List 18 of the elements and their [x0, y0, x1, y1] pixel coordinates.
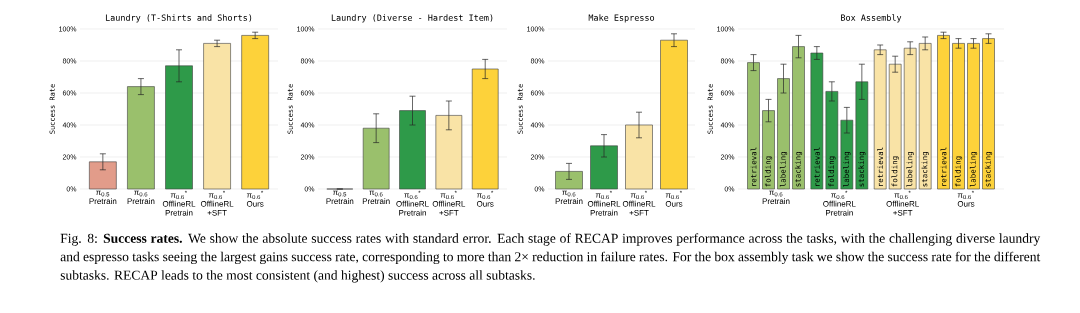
bar [590, 145, 618, 190]
bar [625, 124, 653, 190]
bar [241, 35, 269, 190]
caption: Fig. 8: Success rates. We show the absolute success rates with standard error. Each stage of RECAP improves performance across the tasks, with the challenging diverse laundry and espresso tasks seeing the largest gains success rate, corresponding to more than 2× reduction in failure rates. For the box assembly task we show the success rate for the different subtasks. RECAP leads to the most consistent (and highest) success across all subtasks. [60, 233, 1041, 283]
chart-title: Make Espresso [588, 14, 655, 23]
chart-title: Laundry (T-Shirts and Shorts) [105, 14, 252, 23]
bar [127, 86, 155, 190]
bar [362, 127, 390, 190]
chart-title: Laundry (Diverse - Hardest Item) [331, 14, 493, 23]
bar [399, 110, 426, 190]
bar [89, 161, 117, 190]
bar [555, 171, 583, 190]
bar [435, 115, 463, 190]
bar [165, 65, 193, 190]
bar [471, 68, 499, 190]
bar [203, 43, 231, 190]
chart-title: Box Assembly [841, 14, 902, 23]
bar [660, 39, 688, 190]
